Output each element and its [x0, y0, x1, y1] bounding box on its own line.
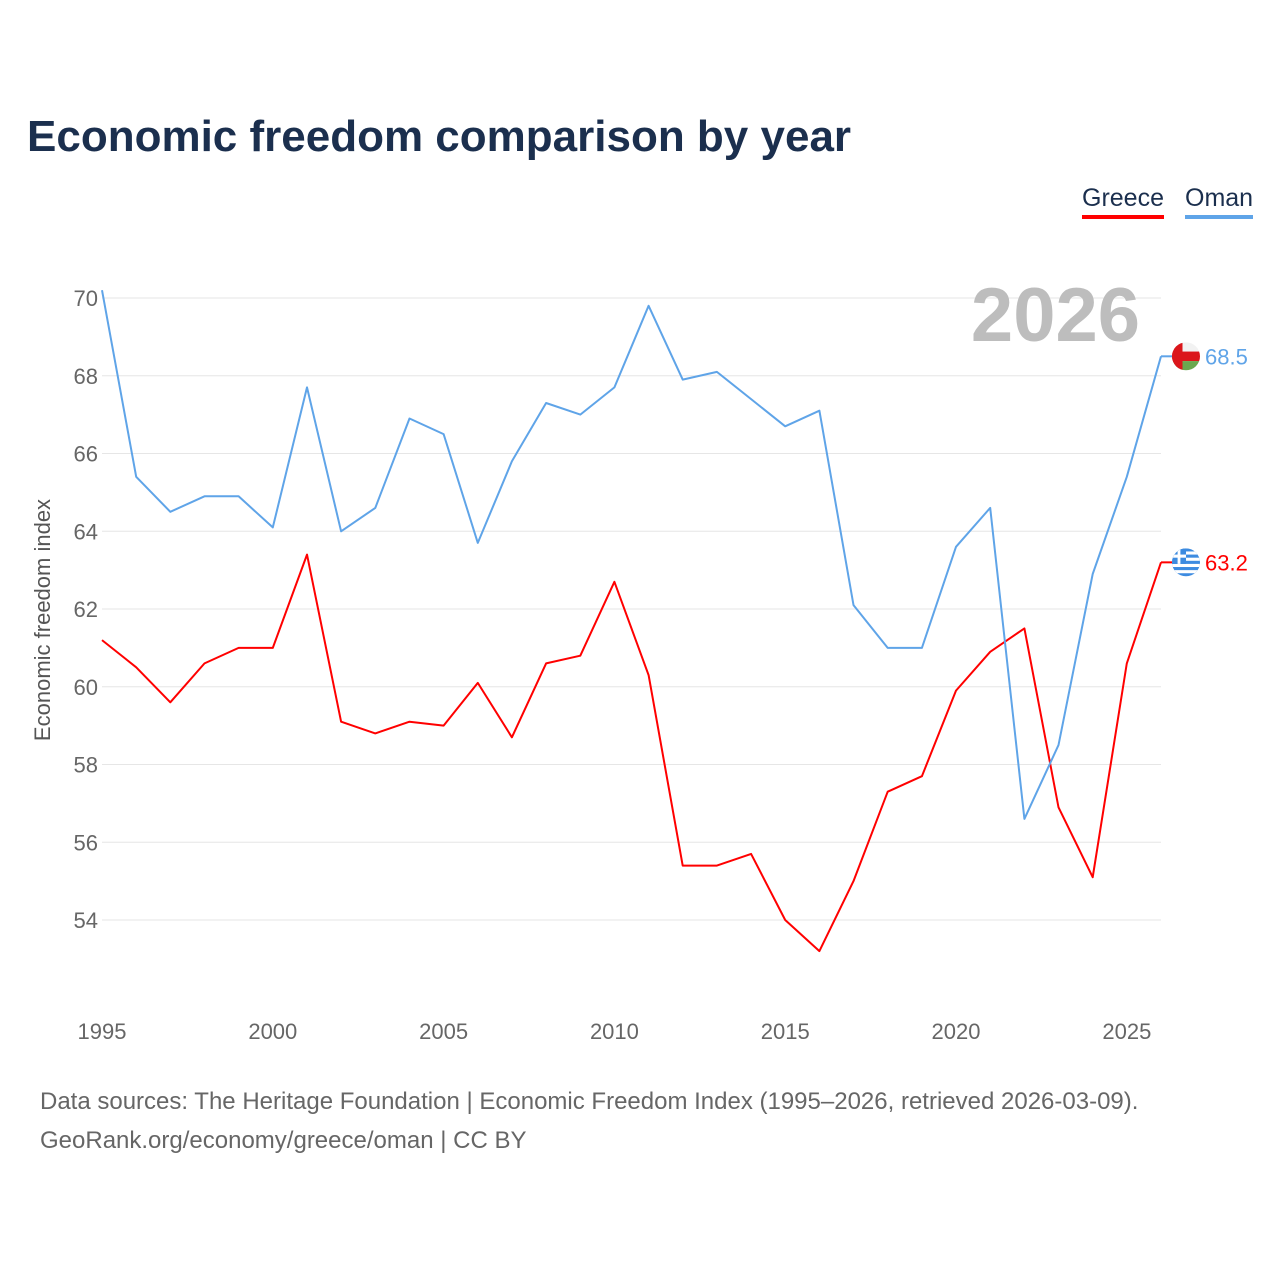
oman-flag-icon	[1172, 342, 1200, 371]
y-tick-56: 56	[74, 830, 98, 855]
y-tick-54: 54	[74, 908, 98, 933]
y-axis-label: Economic freedom index	[30, 499, 55, 741]
series-line-oman	[101, 290, 1162, 820]
chart-title: Economic freedom comparison by year	[27, 112, 852, 161]
greece-flag-icon	[1172, 548, 1200, 577]
x-tick-1995: 1995	[78, 1019, 127, 1044]
y-tick-62: 62	[74, 597, 98, 622]
series-line-greece	[101, 553, 1162, 953]
legend-oman[interactable]: Oman	[1185, 184, 1254, 219]
credit-link[interactable]: GeoRank.org/economy/greece/oman | CC BY	[40, 1127, 527, 1154]
y-tick-66: 66	[74, 442, 98, 467]
legend-greece[interactable]: Greece	[1082, 184, 1164, 219]
y-tick-58: 58	[74, 753, 98, 778]
end-label-oman: 68.5	[1205, 344, 1248, 369]
x-tick-2015: 2015	[761, 1019, 810, 1044]
y-tick-68: 68	[74, 364, 98, 389]
x-tick-2025: 2025	[1102, 1019, 1151, 1044]
end-label-greece: 63.2	[1205, 550, 1248, 575]
y-tick-64: 64	[74, 519, 98, 544]
y-tick-70: 70	[74, 286, 98, 311]
x-tick-2005: 2005	[419, 1019, 468, 1044]
x-tick-2020: 2020	[932, 1019, 981, 1044]
x-tick-2000: 2000	[248, 1019, 297, 1044]
data-sources: Data sources: The Heritage Foundation | …	[40, 1088, 1139, 1115]
current-year-label: 2026	[971, 273, 1140, 358]
x-tick-2010: 2010	[590, 1019, 639, 1044]
y-tick-60: 60	[74, 675, 98, 700]
